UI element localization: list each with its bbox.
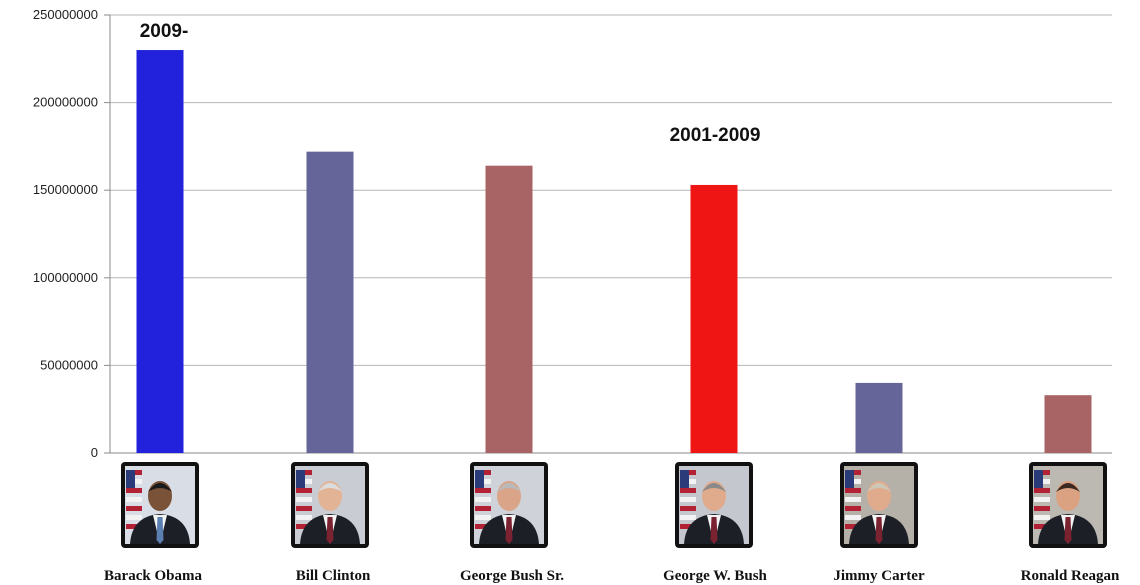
portrait-barack-obama-icon: [121, 462, 199, 548]
y-tick-label: 100000000: [33, 270, 98, 285]
y-tick-label: 200000000: [33, 95, 98, 110]
bar-barack-obama: [136, 50, 184, 453]
portrait-george-w-bush-icon: [675, 462, 753, 548]
portrait-george-bush-sr-icon: [470, 462, 548, 548]
annotations: 2009- 2001-2009: [140, 21, 761, 146]
bar-george-w-bush: [690, 184, 738, 453]
portrait-jimmy-carter-icon: [840, 462, 918, 548]
portraits: [121, 462, 1107, 548]
bar-george-bush-sr: [485, 165, 533, 453]
annotation-barack-obama: 2009-: [140, 21, 189, 42]
annotation-george-w-bush: 2001-2009: [670, 125, 761, 146]
y-tick-label: 50000000: [40, 357, 98, 372]
bar-jimmy-carter: [855, 382, 903, 453]
y-tick-label: 0: [91, 445, 98, 460]
x-tick-label-barack-obama: Barack Obama: [104, 568, 202, 584]
x-tick-label-bill-clinton: Bill Clinton: [296, 568, 371, 584]
portrait-bill-clinton-icon: [291, 462, 369, 548]
x-axis-labels: Barack Obama Bill Clinton George Bush Sr. G…: [104, 568, 1120, 584]
bar-bill-clinton: [306, 151, 354, 453]
x-tick-label-ronald-reagan: Ronald Reagan: [1021, 568, 1120, 584]
y-tick-label: 250000000: [33, 7, 98, 22]
gridlines: [110, 14, 1112, 454]
bars: [136, 50, 1092, 453]
y-axis: 0 50000000 100000000 150000000 200000000 2500…: [33, 7, 111, 460]
portrait-ronald-reagan-icon: [1029, 462, 1107, 548]
bar-ronald-reagan: [1044, 395, 1092, 453]
x-tick-label-george-bush-sr: George Bush Sr.: [460, 568, 564, 584]
x-tick-label-george-w-bush: George W. Bush: [663, 568, 767, 584]
y-tick-label: 150000000: [33, 182, 98, 197]
x-tick-label-jimmy-carter: Jimmy Carter: [833, 568, 925, 584]
